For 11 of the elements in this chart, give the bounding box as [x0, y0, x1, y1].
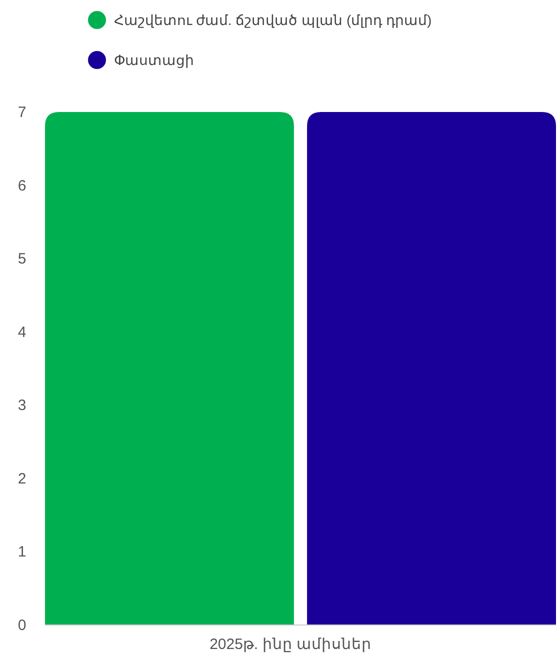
legend-label: Հաշվետու ժամ. ճշտված պլան (մլրդ դրամ) — [114, 12, 432, 28]
y-tick-label: 3 — [18, 397, 26, 414]
y-tick-label: 7 — [18, 104, 26, 121]
legend-label: Փաստացի — [114, 52, 194, 68]
y-tick-label: 5 — [18, 250, 26, 268]
y-tick-label: 4 — [18, 324, 26, 341]
y-tick-label: 2 — [18, 470, 26, 488]
y-tick-label: 0 — [18, 617, 26, 634]
y-tick-label: 1 — [18, 544, 26, 561]
x-tick-label: 2025թ. ինը ամիսներ — [210, 636, 372, 653]
y-tick-label: 6 — [18, 177, 26, 194]
